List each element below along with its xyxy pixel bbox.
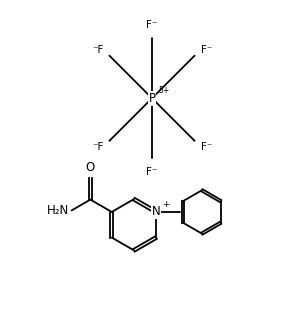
- Text: P: P: [148, 92, 156, 105]
- Text: F⁻: F⁻: [146, 167, 158, 177]
- Text: ⁻F: ⁻F: [92, 142, 103, 152]
- Text: 5+: 5+: [159, 86, 170, 95]
- Text: +: +: [162, 200, 170, 209]
- Text: H₂N: H₂N: [47, 204, 69, 217]
- Text: F⁻: F⁻: [201, 45, 212, 55]
- Text: N: N: [152, 205, 161, 218]
- Text: F⁻: F⁻: [201, 142, 212, 152]
- Text: F⁻: F⁻: [146, 19, 158, 30]
- Text: ⁻F: ⁻F: [92, 45, 103, 55]
- Text: O: O: [86, 161, 95, 174]
